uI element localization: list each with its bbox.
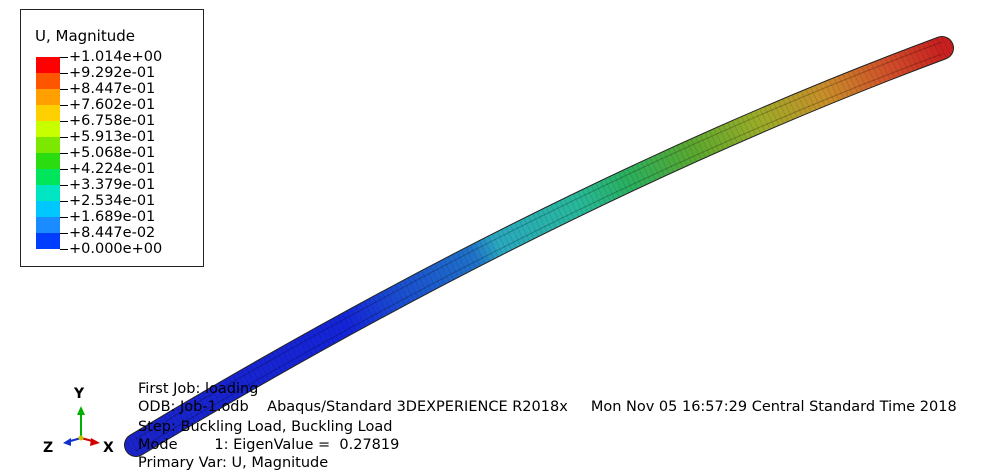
mode-line: Mode 1: EigenValue = 0.27819 [138, 437, 400, 453]
primary-var-line: Primary Var: U, Magnitude [138, 455, 329, 471]
legend-swatch [36, 201, 60, 217]
info-block: First Job: loading ODB: Job-1.odb Abaqus… [138, 381, 1005, 475]
legend-label: +2.534e-01 [69, 193, 156, 209]
legend-swatch [36, 89, 60, 105]
job-label: First Job: loading [138, 381, 259, 397]
legend-label: +3.379e-01 [69, 177, 156, 193]
legend-swatch [36, 137, 60, 153]
legend-swatch [36, 169, 60, 185]
legend-label: +5.913e-01 [69, 129, 156, 145]
legend-swatch [36, 105, 60, 121]
legend-swatch [36, 233, 60, 249]
legend-swatch [36, 185, 60, 201]
legend-label: +0.000e+00 [69, 241, 163, 257]
legend-swatch [36, 57, 60, 73]
legend-label: +8.447e-01 [69, 81, 156, 97]
legend-swatch [36, 217, 60, 233]
axis-x-label: X [103, 440, 114, 456]
axis-triad: Y Z X [40, 380, 130, 470]
contour-legend: U, Magnitude +1.014e+00 +9.292e-01 +8.44… [20, 9, 204, 267]
odb-line: ODB: Job-1.odb Abaqus/Standard 3DEXPERIE… [138, 399, 957, 415]
legend-label: +5.068e-01 [69, 145, 156, 161]
legend-label: +8.447e-02 [69, 225, 156, 241]
axis-z-label: Z [43, 440, 54, 456]
legend-label: +1.014e+00 [69, 49, 163, 65]
step-line: Step: Buckling Load, Buckling Load [138, 419, 393, 435]
axis-y-label: Y [74, 386, 85, 402]
legend-swatch [36, 121, 60, 137]
legend-title: U, Magnitude [35, 27, 135, 45]
legend-swatch [36, 73, 60, 89]
legend-label: +7.602e-01 [69, 97, 156, 113]
legend-label: +6.758e-01 [69, 113, 156, 129]
legend-label: +4.224e-01 [69, 161, 156, 177]
legend-label: +1.689e-01 [69, 209, 156, 225]
legend-swatch [36, 153, 60, 169]
legend-label: +9.292e-01 [69, 65, 156, 81]
